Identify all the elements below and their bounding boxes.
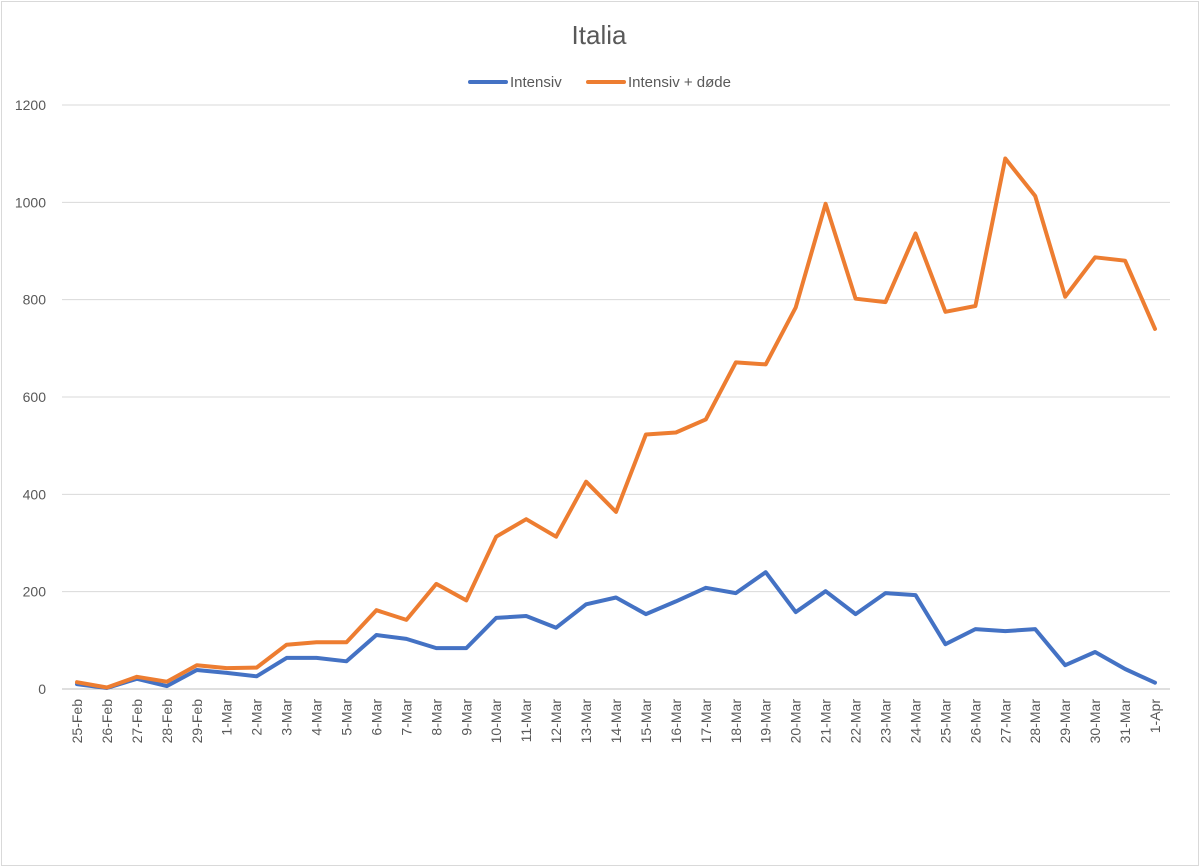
- legend: Intensiv Intensiv + døde: [468, 74, 731, 91]
- x-tick-label: 7-Mar: [398, 699, 414, 736]
- chart-title: Italia: [572, 20, 627, 50]
- x-tick-label: 8-Mar: [428, 699, 444, 736]
- x-tick-label: 23-Mar: [878, 699, 894, 744]
- x-tick-label: 4-Mar: [309, 699, 325, 736]
- series-line-2: [75, 156, 1157, 690]
- y-tick-label: 600: [23, 389, 47, 405]
- y-tick-label: 400: [23, 486, 47, 502]
- x-tick-label: 28-Feb: [159, 699, 175, 744]
- y-tick-label: 1000: [15, 194, 46, 210]
- x-tick-label: 25-Feb: [69, 699, 85, 744]
- series-line-1: [75, 570, 1157, 690]
- x-tick-label: 17-Mar: [698, 699, 714, 744]
- x-tick-label: 28-Mar: [1027, 699, 1043, 744]
- x-tick-label: 27-Feb: [129, 699, 145, 744]
- y-tick-label: 0: [38, 681, 46, 697]
- y-tick-label: 200: [23, 584, 47, 600]
- x-tick-label: 31-Mar: [1117, 699, 1133, 744]
- x-tick-label: 29-Feb: [189, 699, 205, 744]
- x-tick-label: 9-Mar: [458, 699, 474, 736]
- y-axis-ticks: 0 200 400 600 800 1000 1200: [15, 97, 46, 697]
- x-tick-label: 11-Mar: [518, 699, 534, 743]
- x-tick-label: 12-Mar: [548, 699, 564, 744]
- x-tick-label: 25-Mar: [937, 699, 953, 744]
- x-tick-label: 15-Mar: [638, 699, 654, 744]
- x-tick-label: 27-Mar: [997, 699, 1013, 744]
- x-tick-label: 10-Mar: [488, 699, 504, 744]
- x-tick-label: 30-Mar: [1087, 699, 1103, 744]
- y-tick-label: 800: [23, 292, 47, 308]
- x-tick-label: 20-Mar: [788, 699, 804, 744]
- x-tick-label: 1-Mar: [219, 699, 235, 736]
- x-tick-label: 18-Mar: [728, 699, 744, 744]
- x-tick-label: 13-Mar: [578, 699, 594, 744]
- x-tick-label: 19-Mar: [758, 699, 774, 744]
- series-lines: [75, 156, 1157, 690]
- x-tick-label: 26-Mar: [967, 699, 983, 744]
- x-tick-label: 5-Mar: [338, 699, 354, 736]
- x-tick-label: 22-Mar: [848, 699, 864, 744]
- x-tick-label: 2-Mar: [249, 699, 265, 736]
- x-tick-label: 21-Mar: [818, 699, 834, 744]
- x-tick-label: 29-Mar: [1057, 699, 1073, 744]
- x-axis-ticks: 25-Feb 26-Feb 27-Feb 28-Feb 29-Feb 1-Mar 2-Mar…: [69, 699, 1163, 744]
- x-tick-label: 24-Mar: [907, 699, 923, 744]
- legend-label: Intensiv: [510, 74, 562, 91]
- legend-label: Intensiv + døde: [628, 74, 731, 91]
- x-tick-label: 3-Mar: [279, 699, 295, 736]
- x-tick-label: 14-Mar: [608, 699, 624, 744]
- y-tick-label: 1200: [15, 97, 46, 113]
- x-tick-label: 6-Mar: [368, 699, 384, 736]
- x-tick-label: 26-Feb: [99, 699, 115, 744]
- x-tick-label: 1-Apr: [1147, 699, 1163, 734]
- x-tick-label: 16-Mar: [668, 699, 684, 744]
- gridlines: [62, 104, 1170, 690]
